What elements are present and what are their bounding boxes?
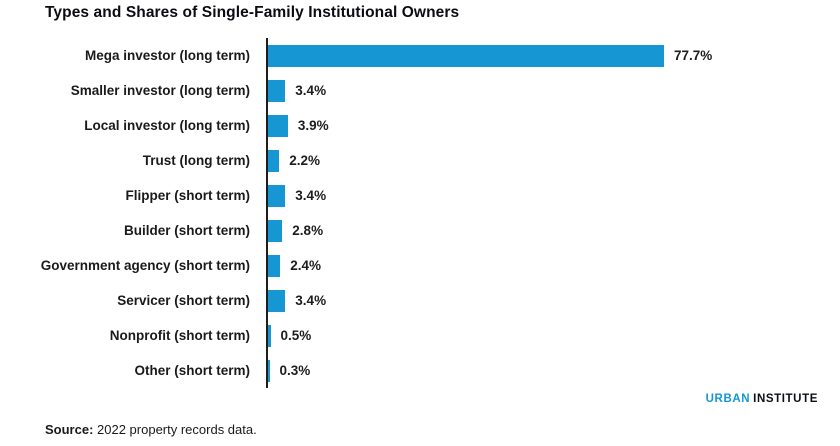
category-label: Servicer (short term)	[117, 293, 250, 308]
bar	[268, 289, 286, 312]
category-label: Builder (short term)	[123, 223, 250, 238]
logo-urban-text: URBAN	[705, 393, 751, 405]
bar-chart: Mega investor (long term) 77.7% Smaller …	[0, 38, 840, 388]
plot-area: 3.4%	[266, 73, 840, 108]
category-label: Smaller investor (long term)	[70, 83, 250, 98]
chart-row: Trust (long term) 2.2%	[0, 143, 840, 178]
chart-row: Mega investor (long term) 77.7%	[0, 38, 840, 73]
category-label: Flipper (short term)	[125, 188, 250, 203]
category-label: Mega investor (long term)	[84, 48, 250, 63]
source-label: Source:	[45, 422, 94, 437]
value-label: 3.9%	[297, 118, 329, 133]
plot-area: 3.9%	[266, 108, 840, 143]
category-label: Other (short term)	[134, 363, 250, 378]
value-label: 3.4%	[295, 83, 327, 98]
bar	[268, 184, 286, 207]
chart-row: Servicer (short term) 3.4%	[0, 283, 840, 318]
source-text: 2022 property records data.	[93, 422, 257, 437]
bar	[268, 44, 664, 67]
chart-row: Local investor (long term) 3.9%	[0, 108, 840, 143]
value-label: 3.4%	[295, 188, 327, 203]
chart-row: Smaller investor (long term) 3.4%	[0, 73, 840, 108]
bar	[268, 79, 286, 102]
plot-area: 0.3%	[266, 353, 840, 388]
plot-area: 77.7%	[266, 38, 840, 73]
plot-area: 2.8%	[266, 213, 840, 248]
chart-row: Other (short term) 0.3%	[0, 353, 840, 388]
value-label: 3.4%	[295, 293, 327, 308]
value-label: 2.2%	[289, 153, 320, 168]
bar	[268, 149, 280, 172]
bar	[268, 219, 283, 242]
bar	[268, 359, 270, 382]
plot-area: 0.5%	[266, 318, 840, 353]
chart-row: Flipper (short term) 3.4%	[0, 178, 840, 213]
value-label: 2.8%	[292, 223, 324, 238]
urban-institute-logo: URBAN INSTITUTE	[706, 393, 818, 405]
chart-title: Types and Shares of Single-Family Instit…	[45, 4, 460, 21]
value-label: 0.3%	[279, 363, 311, 378]
bar	[268, 114, 288, 137]
plot-area: 3.4%	[266, 178, 840, 213]
value-label: 0.5%	[280, 328, 312, 343]
bar	[268, 324, 271, 347]
chart-row: Government agency (short term) 2.4%	[0, 248, 840, 283]
logo-institute-text: INSTITUTE	[753, 393, 818, 405]
value-label: 77.7%	[674, 48, 713, 63]
category-label: Government agency (short term)	[40, 258, 250, 273]
source-note: Source: 2022 property records data.	[45, 422, 257, 437]
category-label: Nonprofit (short term)	[109, 328, 250, 343]
bar	[268, 254, 281, 277]
plot-area: 2.4%	[266, 248, 840, 283]
category-label: Trust (long term)	[142, 153, 250, 168]
category-label: Local investor (long term)	[84, 118, 250, 133]
chart-row: Nonprofit (short term) 0.5%	[0, 318, 840, 353]
plot-area: 2.2%	[266, 143, 840, 178]
plot-area: 3.4%	[266, 283, 840, 318]
chart-row: Builder (short term) 2.8%	[0, 213, 840, 248]
value-label: 2.4%	[290, 258, 321, 273]
